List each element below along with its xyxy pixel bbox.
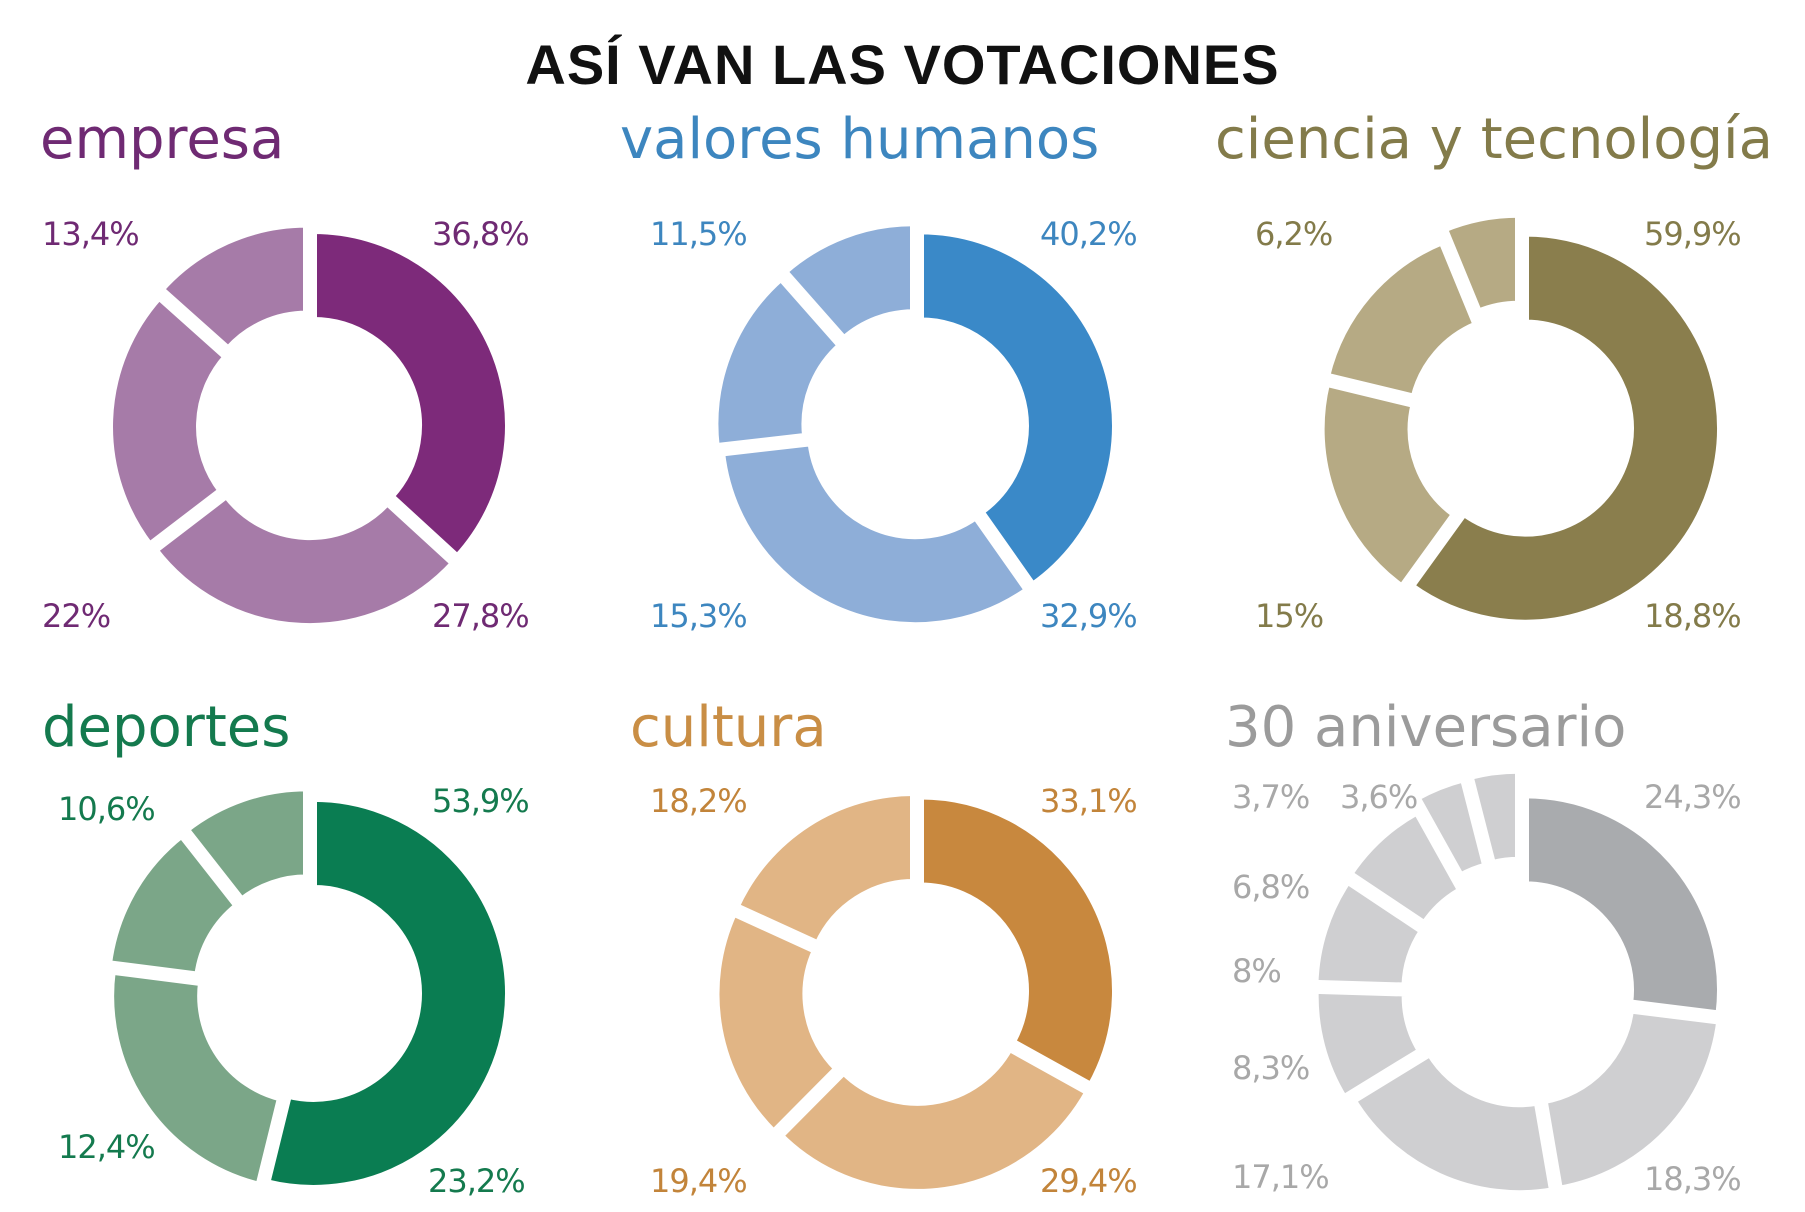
donut-chart-4: 33,1% 29,4% 19,4% 18,2%: [650, 782, 1138, 1200]
donut-slice: [917, 792, 1119, 1091]
slice-label: 6,2%: [1255, 215, 1332, 253]
donut-slice: [1344, 807, 1466, 929]
slice-label: 8,3%: [1232, 1049, 1309, 1087]
donut-slice: [1322, 237, 1481, 402]
donut-chart-5: 24,3% 18,3% 17,1% 8,3% 8% 6,8% 3,7% 3,6%: [1232, 766, 1742, 1198]
main-title: ASÍ VAN LAS VOTACIONES: [525, 33, 1280, 96]
slice-label: 17,1%: [1232, 1158, 1329, 1196]
donut-slice: [717, 438, 1033, 630]
panel-title-valores-humanos: valores humanos: [620, 107, 1100, 172]
donut-slice: [1522, 791, 1724, 1018]
donut-chart-3: 53,9% 23,2% 12,4% 10,6%: [58, 782, 530, 1200]
donut-slice: [1406, 229, 1724, 627]
slice-label: 3,6%: [1340, 778, 1417, 816]
panel-title-ciencia-y-tecnologia: ciencia y tecnología: [1215, 107, 1773, 172]
panel-title-cultura: cultura: [630, 695, 827, 760]
slice-label: 59,9%: [1644, 215, 1741, 253]
slice-label: 10,6%: [58, 790, 155, 828]
slice-label: 27,8%: [432, 597, 529, 635]
slice-label: 19,4%: [650, 1162, 747, 1200]
donut-slice: [1317, 379, 1460, 593]
donut-slice: [712, 908, 842, 1138]
donut-slice: [104, 830, 243, 980]
donut-chart-0: 36,8% 27,8% 22% 13,4%: [42, 215, 530, 635]
slice-label: 3,7%: [1232, 778, 1309, 816]
slice-label: 13,4%: [42, 215, 139, 253]
slice-label: 8%: [1232, 952, 1281, 990]
donut-slice: [1412, 774, 1491, 881]
slice-label: 23,2%: [428, 1162, 525, 1200]
donut-slice: [1540, 1006, 1724, 1194]
panel-title-deportes: deportes: [42, 695, 291, 760]
donut-slice: [1439, 210, 1522, 317]
donut-slice: [262, 794, 512, 1192]
slice-label: 6,8%: [1232, 868, 1309, 906]
slice-label: 33,1%: [1040, 782, 1137, 820]
donut-slice: [156, 220, 310, 355]
donut-slice: [106, 291, 232, 551]
slice-label: 40,2%: [1040, 215, 1137, 253]
slice-label: 18,2%: [650, 782, 747, 820]
donut-chart-1: 40,2% 32,9% 15,3% 11,5%: [650, 215, 1138, 635]
donut-slice: [731, 789, 917, 949]
donut-slice: [1465, 766, 1522, 868]
panel-title-empresa: empresa: [40, 107, 285, 172]
slice-label: 15%: [1255, 597, 1323, 635]
donut-slice: [1311, 876, 1428, 990]
slice-label: 53,9%: [432, 782, 529, 820]
donut-slice: [107, 967, 285, 1190]
slice-label: 24,3%: [1644, 778, 1741, 816]
donut-chart-2: 59,9% 18,8% 15% 6,2%: [1255, 210, 1742, 635]
donut-slice: [1348, 1048, 1557, 1198]
slice-label: 18,3%: [1644, 1160, 1741, 1198]
panel-title-30-aniversario: 30 aniversario: [1225, 695, 1627, 760]
donut-slice: [711, 273, 846, 451]
donut-slice: [181, 784, 310, 906]
donut-slice: [310, 226, 512, 563]
donut-slice: [775, 1043, 1093, 1196]
donut-slice: [779, 219, 917, 344]
donut-slice: [917, 227, 1119, 591]
donut-slice: [1311, 986, 1426, 1103]
slice-label: 12,4%: [58, 1128, 155, 1166]
slice-label: 18,8%: [1644, 597, 1741, 635]
slice-label: 29,4%: [1040, 1162, 1137, 1200]
slice-label: 22%: [42, 597, 110, 635]
slice-label: 15,3%: [650, 597, 747, 635]
slice-label: 32,9%: [1040, 597, 1137, 635]
slice-label: 36,8%: [432, 215, 529, 253]
donut-slice: [150, 490, 459, 631]
slice-label: 11,5%: [650, 215, 747, 253]
